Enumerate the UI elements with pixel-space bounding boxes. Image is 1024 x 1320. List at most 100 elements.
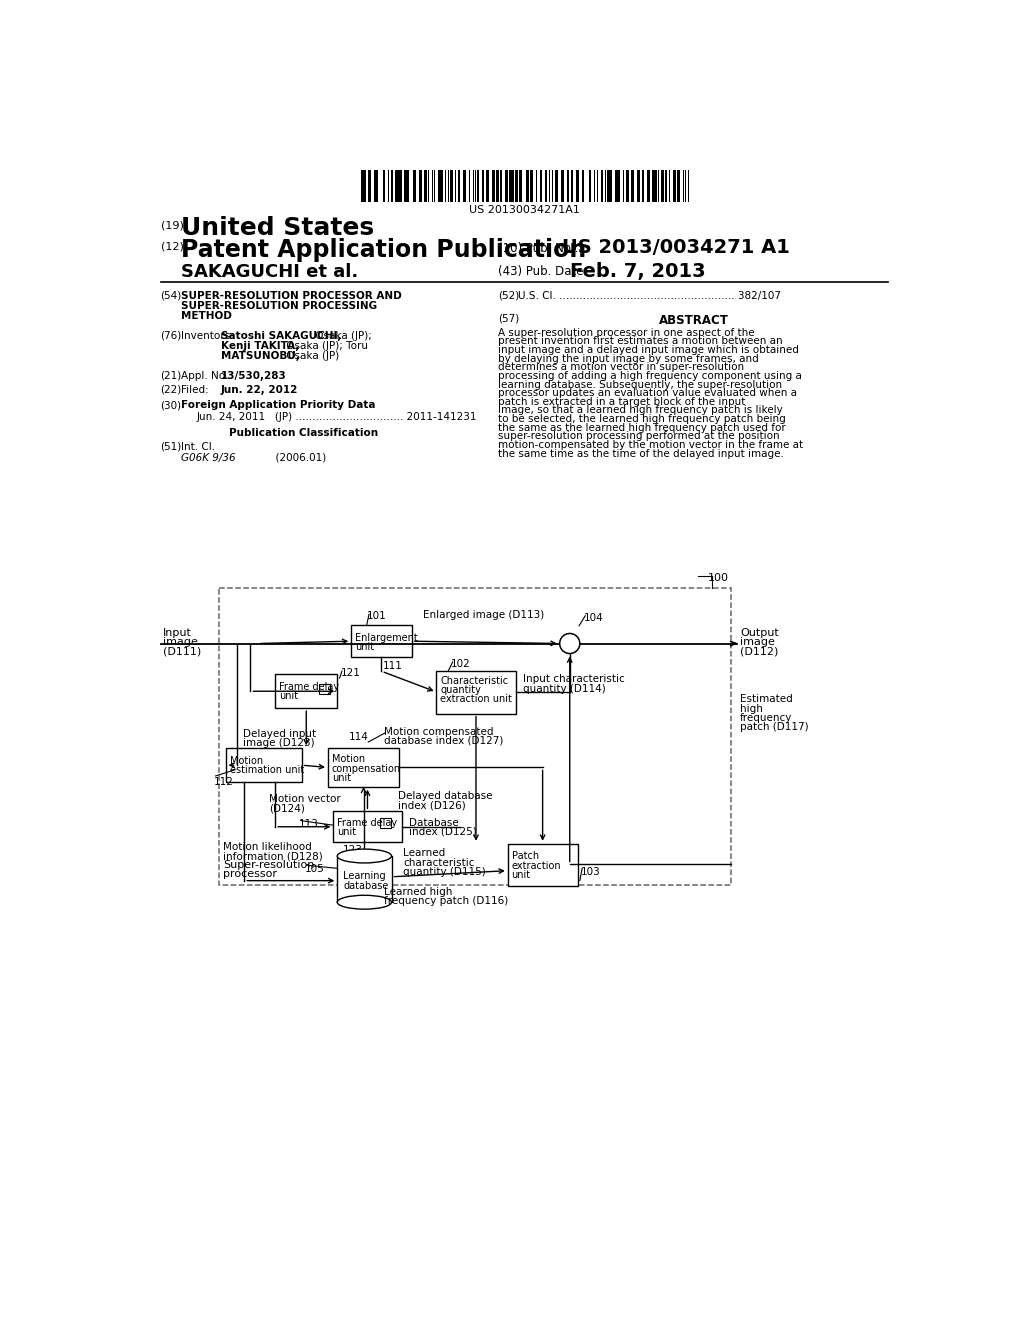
Bar xyxy=(436,671,515,714)
Bar xyxy=(337,855,391,903)
Bar xyxy=(318,684,330,694)
Text: Enlarged image (D113): Enlarged image (D113) xyxy=(423,610,545,619)
Bar xyxy=(219,589,731,884)
Bar xyxy=(515,170,518,202)
Text: unit: unit xyxy=(355,642,374,652)
Text: super-resolution processing performed at the position: super-resolution processing performed at… xyxy=(499,432,780,441)
Text: +: + xyxy=(564,636,575,651)
Bar xyxy=(424,170,427,202)
Bar xyxy=(555,170,558,202)
Text: unit: unit xyxy=(337,826,356,837)
Bar xyxy=(500,170,502,202)
Text: image (D123): image (D123) xyxy=(243,738,314,748)
Text: (10) Pub. No.:: (10) Pub. No.: xyxy=(499,242,579,255)
Bar xyxy=(328,748,399,787)
Bar xyxy=(477,170,479,202)
Text: 105: 105 xyxy=(305,863,325,874)
Bar xyxy=(482,170,483,202)
Text: (19): (19) xyxy=(161,220,183,230)
Text: Input characteristic: Input characteristic xyxy=(523,675,625,684)
Bar xyxy=(637,170,640,202)
Text: (2006.01): (2006.01) xyxy=(243,453,326,462)
Bar xyxy=(351,626,412,657)
Text: (D112): (D112) xyxy=(740,647,778,656)
Bar xyxy=(375,170,378,202)
Text: Osaka (JP);: Osaka (JP); xyxy=(312,331,373,341)
Bar xyxy=(365,170,366,202)
Text: Input: Input xyxy=(163,628,191,638)
Text: patch is extracted in a target block of the input: patch is extracted in a target block of … xyxy=(499,397,745,407)
Text: SUPER-RESOLUTION PROCESSOR AND: SUPER-RESOLUTION PROCESSOR AND xyxy=(180,290,401,301)
Text: Output: Output xyxy=(740,628,779,638)
Bar xyxy=(406,170,409,202)
Bar xyxy=(525,170,528,202)
Bar xyxy=(380,817,391,829)
Text: 123: 123 xyxy=(343,845,362,855)
Bar xyxy=(631,170,634,202)
Bar xyxy=(566,170,569,202)
Bar xyxy=(486,170,489,202)
Text: (12): (12) xyxy=(161,242,183,252)
Text: Estimated: Estimated xyxy=(740,694,793,705)
Bar xyxy=(583,170,585,202)
Text: to be selected, the learned high frequency patch being: to be selected, the learned high frequen… xyxy=(499,414,786,424)
Text: 100: 100 xyxy=(708,573,729,582)
Bar xyxy=(458,170,460,202)
Bar xyxy=(391,170,393,202)
Bar xyxy=(589,170,591,202)
Text: extraction: extraction xyxy=(512,861,561,871)
Text: Foreign Application Priority Data: Foreign Application Priority Data xyxy=(180,400,375,411)
Bar xyxy=(275,675,337,708)
Text: Frame delay: Frame delay xyxy=(280,682,339,692)
Text: Appl. No.:: Appl. No.: xyxy=(180,371,231,381)
Text: image: image xyxy=(163,638,198,647)
Text: processing of adding a high frequency component using a: processing of adding a high frequency co… xyxy=(499,371,803,381)
Bar xyxy=(647,170,650,202)
Text: (57): (57) xyxy=(499,314,520,323)
Bar xyxy=(549,170,550,202)
Bar xyxy=(601,170,603,202)
Bar xyxy=(615,170,618,202)
Bar xyxy=(609,170,612,202)
Text: 104: 104 xyxy=(584,612,603,623)
Text: 13/530,283: 13/530,283 xyxy=(221,371,287,381)
Text: database index (D127): database index (D127) xyxy=(384,737,503,746)
Text: determines a motion vector in super-resolution: determines a motion vector in super-reso… xyxy=(499,362,744,372)
Text: (76): (76) xyxy=(161,331,182,341)
Bar xyxy=(545,170,547,202)
Text: 113: 113 xyxy=(299,818,318,829)
Text: 102: 102 xyxy=(451,659,470,669)
Text: image: image xyxy=(740,638,775,647)
Ellipse shape xyxy=(337,849,391,863)
Text: Motion likelihood: Motion likelihood xyxy=(223,842,312,853)
Text: Inventors:: Inventors: xyxy=(180,331,233,341)
Text: frequency: frequency xyxy=(740,713,793,723)
Text: G06K 9/36: G06K 9/36 xyxy=(180,453,236,462)
Bar xyxy=(687,170,689,202)
Text: A super-resolution processor in one aspect of the: A super-resolution processor in one aspe… xyxy=(499,327,755,338)
Bar xyxy=(552,170,554,202)
Bar xyxy=(440,170,443,202)
Bar xyxy=(505,170,508,202)
Bar xyxy=(383,170,385,202)
Text: (54): (54) xyxy=(161,290,182,301)
Text: Jun. 24, 2011   (JP) ................................ 2011-141231: Jun. 24, 2011 (JP) .....................… xyxy=(197,412,477,421)
Text: U.S. Cl. .................................................... 382/107: U.S. Cl. ...............................… xyxy=(518,290,781,301)
Text: Motion: Motion xyxy=(332,755,365,764)
Text: unit: unit xyxy=(512,870,530,880)
Text: 112: 112 xyxy=(214,777,233,788)
Bar xyxy=(509,170,512,202)
Text: Learned high: Learned high xyxy=(384,887,453,896)
Text: Motion: Motion xyxy=(229,756,262,766)
Text: Kenji TAKITA,: Kenji TAKITA, xyxy=(221,341,299,351)
Bar xyxy=(575,170,579,202)
Text: present invention first estimates a motion between an: present invention first estimates a moti… xyxy=(499,337,783,346)
Text: characteristic: characteristic xyxy=(403,858,475,867)
Text: Osaka (JP): Osaka (JP) xyxy=(283,351,339,360)
Text: Satoshi SAKAGUCHI,: Satoshi SAKAGUCHI, xyxy=(221,331,341,341)
Text: Motion compensated: Motion compensated xyxy=(384,726,494,737)
Text: (D124): (D124) xyxy=(269,804,305,813)
Text: database: database xyxy=(343,880,389,891)
Text: US 2013/0034271 A1: US 2013/0034271 A1 xyxy=(562,239,790,257)
Bar xyxy=(451,170,453,202)
